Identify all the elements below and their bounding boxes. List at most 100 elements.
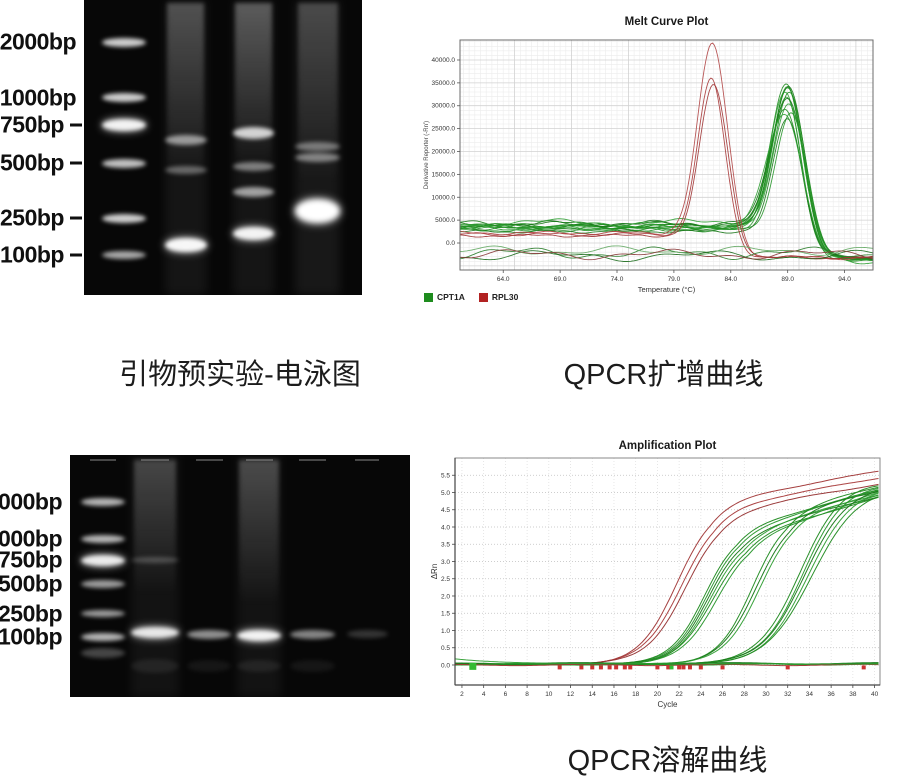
gel-band: [237, 659, 282, 672]
omit-marker-green: [669, 665, 674, 670]
gel-band: [101, 158, 146, 168]
gel-band: [131, 557, 179, 564]
melt-curve: [459, 248, 874, 261]
gel-lane-glow: [131, 455, 179, 697]
omit-marker-red: [655, 665, 660, 670]
gel-well-mark: [354, 458, 380, 461]
omit-marker-red: [681, 665, 686, 670]
y-tick-label: 30000.0: [432, 103, 456, 110]
x-tick-label: 38: [849, 691, 857, 698]
gel-well-mark: [246, 458, 273, 461]
melt-curve: [459, 84, 874, 260]
y-tick-label: 3.5: [441, 542, 450, 549]
ladder-label-text: 500bp: [0, 570, 62, 597]
y-axis-label: Derivative Reporter (-Rn'): [424, 121, 430, 189]
gel-top-panel: 2000bp 1000bp 750bp 500bp 250bp 100bp: [0, 0, 420, 300]
gel-band: [80, 632, 126, 641]
ladder-label: 100bp: [0, 243, 82, 266]
amplification-chart: 0.00.51.01.52.02.53.03.54.04.55.05.52 4 6 8…: [430, 457, 881, 709]
y-tick-label: 4.5: [441, 507, 450, 514]
amp-curve: [455, 496, 879, 666]
amp-curve: [454, 494, 879, 666]
omit-marker-red: [720, 665, 725, 670]
gel-smear: [234, 2, 273, 166]
x-axis-label: Cycle: [657, 700, 678, 709]
caption-melt: QPCR扩增曲线: [563, 359, 764, 391]
gel-band: [101, 250, 146, 259]
x-tick-label: 16: [610, 691, 618, 698]
x-tick-label: 18: [632, 691, 640, 698]
gel-band: [101, 213, 146, 223]
amp-curve: [455, 487, 879, 666]
y-tick-label: 10000.0: [432, 194, 456, 201]
y-tick-label: 5.0: [441, 490, 450, 497]
y-tick-label: 35000.0: [432, 80, 456, 87]
gel-image: [70, 455, 410, 697]
x-tick-label: 89.0: [781, 276, 794, 283]
gel-band: [164, 165, 207, 174]
gel-well-mark: [89, 458, 117, 461]
ladder-tick: [69, 123, 82, 127]
x-tick-label: 6: [504, 691, 508, 698]
y-tick-label: 0.5: [441, 645, 450, 652]
gel-smear: [133, 459, 177, 596]
x-tick-label: 26: [719, 691, 727, 698]
x-tick-label: 22: [676, 691, 684, 698]
ladder-label: 500bp: [0, 151, 82, 175]
ladder-label-text: 1000bp: [0, 84, 77, 111]
omit-marker-red: [557, 665, 562, 670]
ladder-label: 250bp: [0, 206, 82, 230]
gel-band: [80, 497, 126, 506]
gel-band: [290, 629, 335, 639]
gel-band: [131, 658, 179, 673]
ladder-label-text: 100bp: [0, 241, 64, 268]
y-tick-label: 40000.0: [432, 57, 456, 64]
x-tick-label: 28: [741, 691, 749, 698]
omit-marker-red: [785, 665, 790, 670]
omit-marker-red: [579, 665, 584, 670]
omit-marker-red: [698, 665, 703, 670]
y-tick-label: 0.0: [446, 240, 455, 247]
omit-marker-red: [677, 665, 682, 670]
gel-band: [101, 93, 146, 103]
y-tick-label: 0.0: [441, 662, 450, 669]
x-tick-label: 94.0: [838, 276, 851, 283]
melt-curve: [459, 103, 873, 261]
x-tick-label: 2: [460, 691, 464, 698]
y-tick-label: 2.0: [441, 593, 450, 600]
omit-marker-red: [687, 665, 692, 670]
y-tick-label: 4.0: [441, 524, 450, 531]
ladder-label-text: 2000bp: [0, 488, 63, 515]
caption-amp: QPCR溶解曲线: [567, 745, 768, 777]
x-tick-label: 79.0: [668, 276, 681, 283]
omit-marker-green: [469, 662, 477, 670]
y-tick-label: 5000.0: [435, 217, 455, 224]
caption-gel-top: 引物预实验-电泳图: [119, 359, 361, 391]
omit-marker-red: [622, 665, 627, 670]
ladder-label-text: 1000bp: [0, 525, 63, 552]
gel-well-mark: [196, 458, 223, 461]
amp-curve: [454, 496, 879, 666]
y-tick-label: 1.0: [441, 628, 450, 635]
gel-lane-glow: [232, 0, 275, 295]
x-tick-label: 14: [589, 691, 597, 698]
gel-band: [232, 226, 275, 240]
gel-band: [164, 135, 207, 146]
y-tick-label: 5.5: [441, 473, 450, 480]
ladder-label: 100bp: [0, 625, 68, 648]
x-tick-label: 74.0: [611, 276, 624, 283]
amp-curve: [455, 470, 879, 666]
gel-band: [164, 237, 207, 252]
x-tick-label: 10: [545, 691, 553, 698]
x-tick-label: 64.0: [497, 276, 510, 283]
y-tick-label: 1.5: [441, 611, 450, 618]
gel-well-mark: [299, 458, 326, 461]
gel-band: [232, 162, 275, 172]
y-tick-label: 20000.0: [432, 148, 456, 155]
melt-curve: [460, 249, 874, 262]
melt-curve: [459, 87, 874, 259]
x-tick-label: 34: [806, 691, 814, 698]
ladder-label: 1000bp: [0, 527, 68, 550]
gel-lane-glow: [237, 455, 282, 697]
gel-band: [187, 629, 232, 639]
